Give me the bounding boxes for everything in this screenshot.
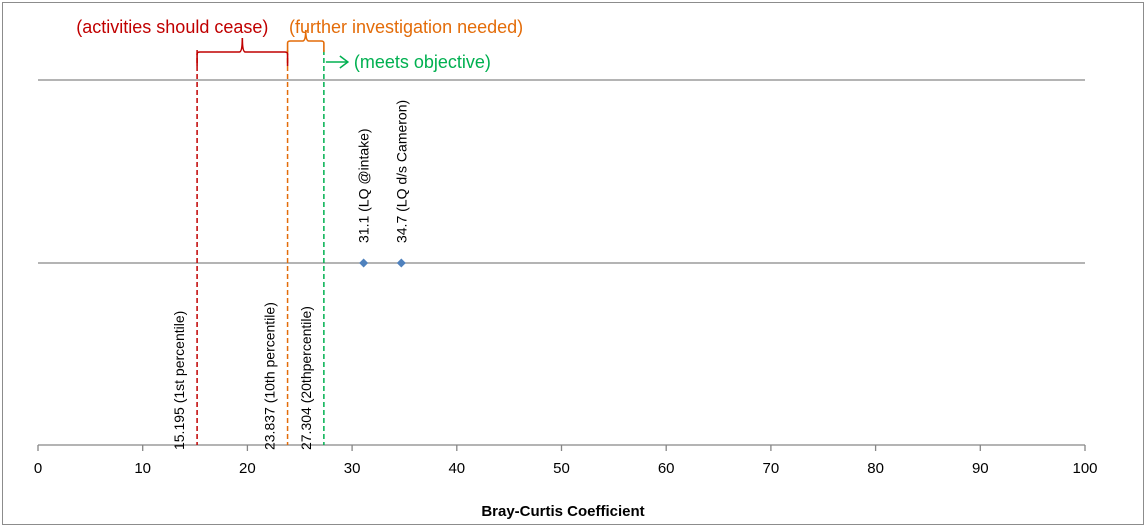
threshold-label-1: 15.195 (1st percentile) (171, 311, 187, 450)
x-tick-label-90: 90 (972, 460, 989, 477)
x-tick-label-30: 30 (344, 460, 361, 477)
data-point-2 (396, 258, 406, 268)
x-tick-label-100: 100 (1072, 460, 1097, 477)
x-tick-label-80: 80 (867, 460, 884, 477)
x-tick-label-40: 40 (448, 460, 465, 477)
x-axis-title: Bray-Curtis Coefficient (481, 503, 644, 520)
x-tick-label-60: 60 (658, 460, 675, 477)
x-tick-label-50: 50 (553, 460, 570, 477)
zone-brace-2 (286, 29, 325, 52)
data-point-label-2: 34.7 (LQ d/s Cameron) (393, 100, 409, 243)
zone-label-3: (meets objective) (354, 52, 491, 72)
x-tick-label-0: 0 (34, 460, 42, 477)
data-point-label-1: 31.1 (LQ @intake) (356, 128, 372, 243)
threshold-label-3: 27.304 (20thpercentile) (298, 306, 314, 450)
zone-label-2: (further investigation needed) (289, 17, 523, 37)
x-tick-label-70: 70 (763, 460, 780, 477)
x-tick-label-10: 10 (134, 460, 151, 477)
x-tick-label-20: 20 (239, 460, 256, 477)
zone-brace-1 (196, 37, 289, 66)
zone-label-1: (activities should cease) (76, 17, 268, 37)
zone-arrow-head (339, 55, 350, 69)
threshold-label-2: 23.837 (10th percentile) (262, 302, 278, 450)
data-point-1 (359, 258, 369, 268)
